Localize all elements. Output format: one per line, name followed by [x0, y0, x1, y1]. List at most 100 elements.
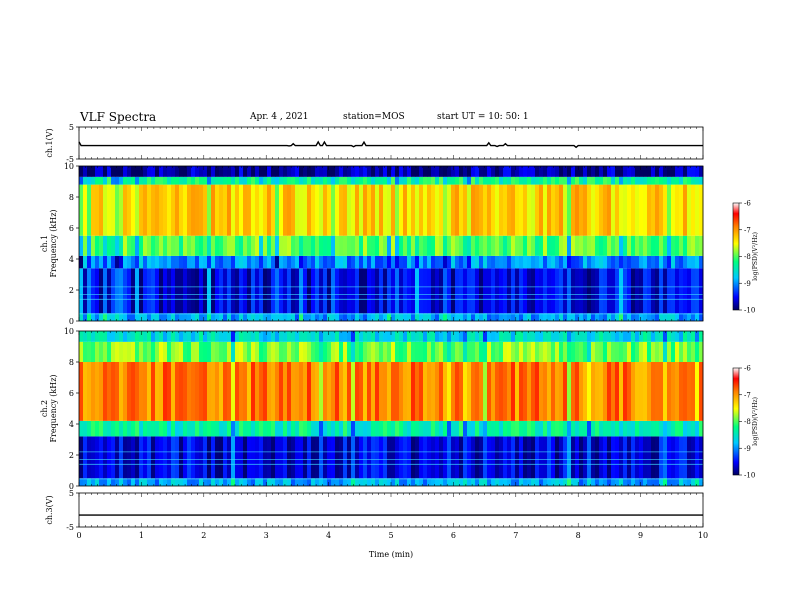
- spectrogram-cell: [519, 176, 524, 185]
- spectrogram-cell: [679, 184, 684, 236]
- x-tick-label: 5: [388, 531, 393, 540]
- spectrogram-cell: [355, 268, 360, 314]
- spectrogram-cell: [339, 313, 344, 321]
- spectrogram-cell: [359, 436, 364, 479]
- spectrogram-cell: [403, 235, 408, 256]
- spectrogram-cell: [619, 255, 624, 269]
- spectrogram-cell: [195, 341, 200, 362]
- spectrogram-cell: [491, 255, 496, 269]
- colorbar-tick-label: -7: [744, 226, 751, 234]
- spectrogram-cell: [507, 255, 512, 269]
- spectrogram-cell: [439, 436, 444, 479]
- spectrogram-cell: [535, 420, 540, 437]
- spectrogram-cell: [119, 341, 124, 362]
- spectrogram-cell: [331, 313, 336, 321]
- spectrogram-cell: [507, 268, 512, 314]
- spectrogram-cell: [631, 184, 636, 236]
- spectrogram-cell: [427, 166, 432, 177]
- spectrogram-cell: [363, 235, 368, 256]
- spectrogram-cell: [455, 166, 460, 177]
- spectrogram-cell: [455, 313, 460, 321]
- spectrogram-cell: [375, 268, 380, 314]
- spectrogram-cell: [119, 268, 124, 314]
- spectrogram-cell: [691, 176, 696, 185]
- spectrogram-cell: [587, 331, 592, 342]
- spectrogram-cell: [295, 313, 300, 321]
- spectrogram-cell: [171, 166, 176, 177]
- spectrogram-cell: [415, 184, 420, 236]
- spectrogram-cell: [191, 176, 196, 185]
- spectrogram-cell: [599, 436, 604, 479]
- spectrogram-cell: [239, 331, 244, 342]
- spectrogram-cell: [291, 255, 296, 269]
- spectrogram-cell: [475, 478, 480, 486]
- spectrogram-cell: [531, 478, 536, 486]
- spectrogram-cell: [607, 268, 612, 314]
- spectrogram-cell: [255, 268, 260, 314]
- spectrogram-cell: [211, 331, 216, 342]
- spectrogram-cell: [623, 255, 628, 269]
- spectrogram-cell: [183, 184, 188, 236]
- spectrogram-cell: [399, 478, 404, 486]
- y-tick-label: 4: [69, 420, 74, 429]
- spectrogram-cell: [411, 268, 416, 314]
- spectrogram-cell: [171, 255, 176, 269]
- spectrogram-cell: [571, 436, 576, 479]
- spectrogram-cell: [683, 436, 688, 479]
- spectrogram-cell: [651, 235, 656, 256]
- spectrogram-cell: [487, 478, 492, 486]
- spectrogram-cell: [315, 176, 320, 185]
- spectrogram-cell: [95, 166, 100, 177]
- spectrogram-cell: [419, 255, 424, 269]
- spectrogram-cell: [435, 436, 440, 479]
- spectrogram-cell: [91, 268, 96, 314]
- spectrogram-cell: [367, 255, 372, 269]
- spectrogram-cell: [367, 268, 372, 314]
- spectrogram-cell: [355, 184, 360, 236]
- spectrogram-cell: [555, 478, 560, 486]
- spectrogram-cell: [603, 436, 608, 479]
- spectrogram-cell: [387, 166, 392, 177]
- spectrogram-cell: [583, 313, 588, 321]
- spectrogram-cell: [387, 176, 392, 185]
- spectrogram-cell: [103, 184, 108, 236]
- spectrogram-cell: [115, 341, 120, 362]
- spectrogram-cell: [639, 268, 644, 314]
- spectrogram-cell: [687, 235, 692, 256]
- spectrogram-cell: [223, 313, 228, 321]
- spectrogram-cell: [619, 331, 624, 342]
- spectrogram-cell: [387, 331, 392, 342]
- spectrogram-cell: [503, 313, 508, 321]
- spectrogram-cell: [695, 436, 700, 479]
- spectrogram-cell: [167, 176, 172, 185]
- spectrogram-cell: [663, 331, 668, 342]
- spectrogram-cell: [415, 362, 420, 421]
- spectrogram-cell: [339, 235, 344, 256]
- spectrogram-cell: [211, 436, 216, 479]
- spectrogram-cell: [111, 184, 116, 236]
- spectrogram-cell: [371, 176, 376, 185]
- spectrogram-cell: [371, 166, 376, 177]
- spectrogram-cell: [119, 331, 124, 342]
- spectrogram-cell: [531, 420, 536, 437]
- spectrogram-cell: [367, 184, 372, 236]
- spectrogram-cell: [667, 420, 672, 437]
- spectrogram-cell: [623, 341, 628, 362]
- spectrogram-cell: [675, 255, 680, 269]
- spectrogram-cell: [387, 362, 392, 421]
- spectrogram-cell: [515, 235, 520, 256]
- spectrogram-cell: [319, 313, 324, 321]
- spectrogram-cell: [91, 331, 96, 342]
- spectrogram-cell: [595, 235, 600, 256]
- spectrogram-cell: [235, 255, 240, 269]
- spectrogram-cell: [419, 166, 424, 177]
- spectrogram-cell: [91, 420, 96, 437]
- spectrogram-cell: [567, 235, 572, 256]
- spectrogram-cell: [431, 184, 436, 236]
- spectrogram-cell: [331, 341, 336, 362]
- spectrogram-cell: [139, 420, 144, 437]
- spectrogram-cell: [275, 313, 280, 321]
- spectrogram-cell: [199, 436, 204, 479]
- spectrogram-cell: [231, 478, 236, 486]
- spectrogram-cell: [259, 176, 264, 185]
